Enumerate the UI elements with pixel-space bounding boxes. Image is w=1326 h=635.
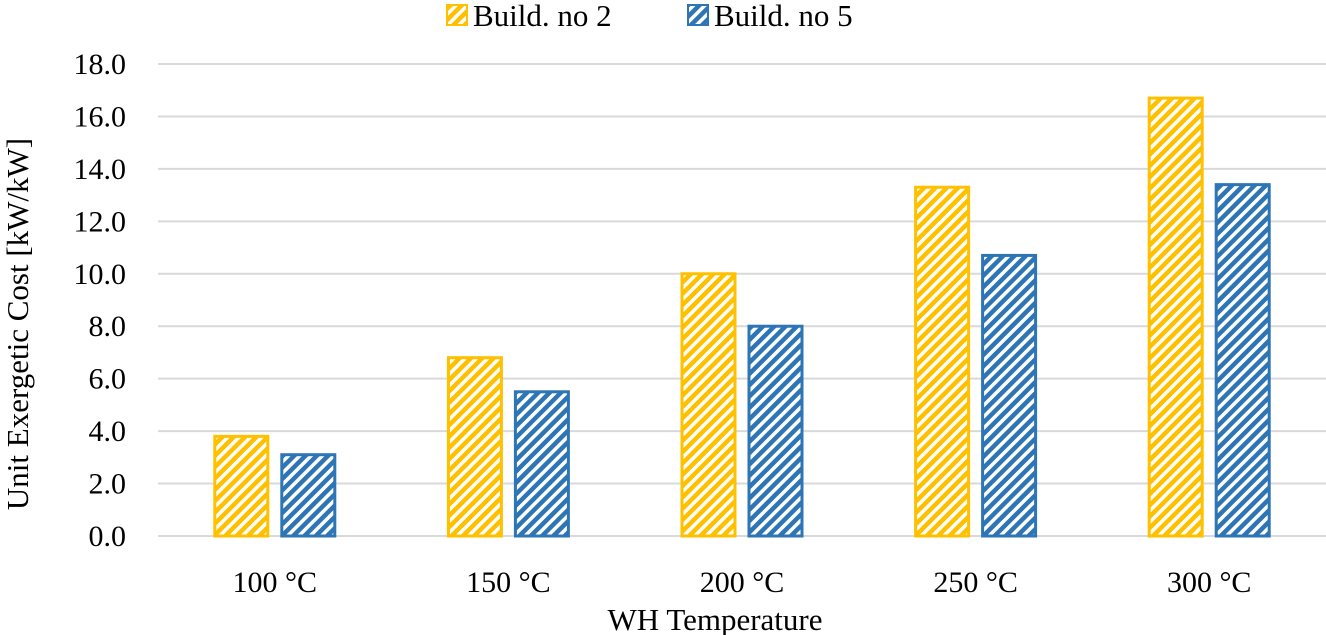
bars <box>213 96 1271 538</box>
y-tick-label: 12.0 <box>74 205 127 238</box>
bar-build-no-5 <box>513 390 570 538</box>
legend: Build. no 2 Build. no 5 <box>446 0 853 33</box>
bar-build-no-5 <box>280 453 337 538</box>
y-tick-label: 4.0 <box>89 415 127 448</box>
legend-label: Build. no 2 <box>473 0 612 33</box>
bar-build-no-2 <box>680 272 737 538</box>
x-tick-label: 150 °C <box>466 566 551 599</box>
legend-swatch <box>446 4 468 26</box>
y-tick-label: 14.0 <box>74 153 127 186</box>
y-tick-label: 0.0 <box>89 520 127 553</box>
gridlines <box>158 63 1326 537</box>
legend-label: Build. no 5 <box>714 0 853 33</box>
legend-swatch <box>687 4 709 26</box>
bar-build-no-5 <box>981 253 1038 538</box>
bar-build-no-2 <box>914 185 971 538</box>
x-axis-title: WH Temperature <box>607 602 822 635</box>
y-tick-label: 10.0 <box>74 258 127 291</box>
bar-build-no-2 <box>1147 96 1204 538</box>
x-tick-label: 250 °C <box>933 566 1018 599</box>
bar-build-no-5 <box>747 324 804 538</box>
x-tick-label: 200 °C <box>700 566 785 599</box>
bar-build-no-5 <box>1214 183 1271 538</box>
y-tick-label: 2.0 <box>89 468 127 501</box>
y-axis-title: Unit Exergetic Cost [kW/kW] <box>0 138 35 510</box>
x-tick-label: 300 °C <box>1167 566 1252 599</box>
y-tick-label: 16.0 <box>74 100 127 133</box>
x-axis-ticks: 100 °C 150 °C 200 °C 250 °C 300 °C <box>233 566 1252 599</box>
x-tick-label: 100 °C <box>233 566 318 599</box>
y-tick-label: 18.0 <box>74 48 127 81</box>
y-tick-label: 8.0 <box>89 310 127 343</box>
y-axis-ticks: 0.0 2.0 4.0 6.0 8.0 10.0 12.0 14.0 16.0 18.0 <box>74 48 127 553</box>
bar-build-no-2 <box>446 356 503 538</box>
bar-build-no-2 <box>213 434 270 538</box>
y-tick-label: 6.0 <box>89 363 127 396</box>
